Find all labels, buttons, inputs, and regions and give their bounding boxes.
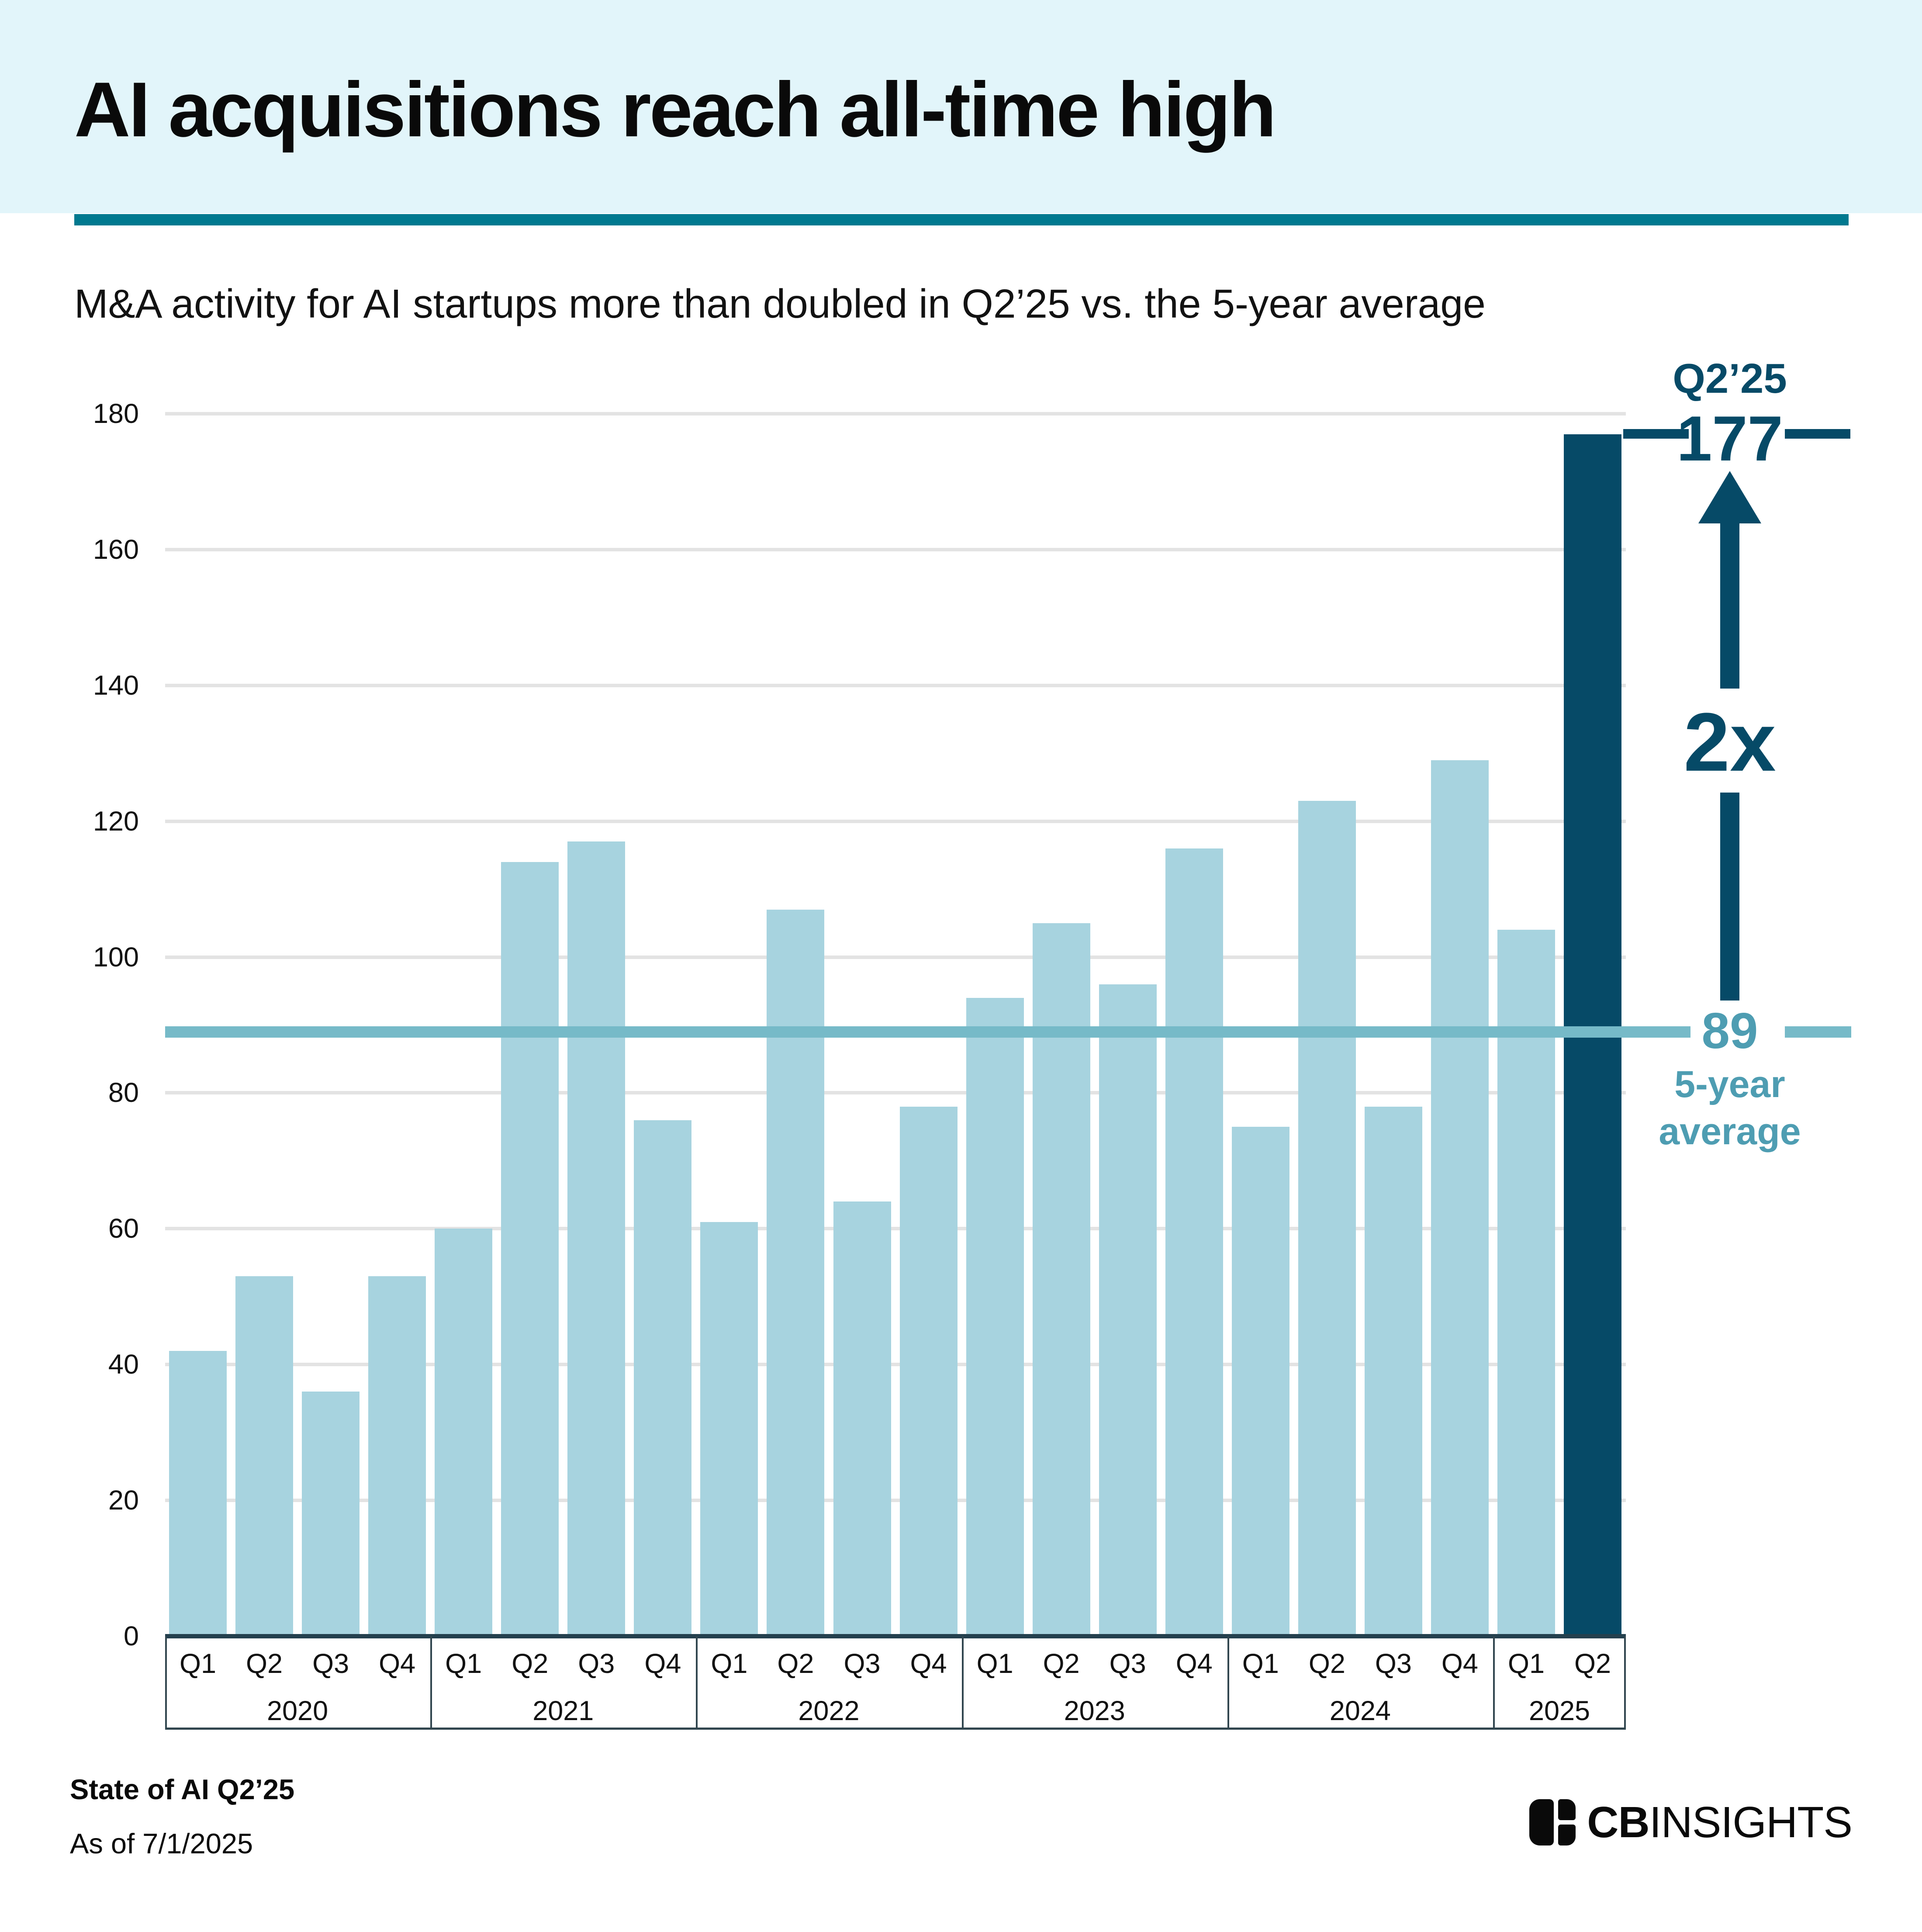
quarter-label-Q3-2021: Q3 <box>578 1648 615 1679</box>
y-tick-label-120: 120 <box>93 806 139 837</box>
gridline-100 <box>165 955 1626 959</box>
quarter-label-Q3-2024: Q3 <box>1375 1648 1412 1679</box>
chart-subtitle: M&A activity for AI startups more than d… <box>74 281 1486 326</box>
bar-Q4-2021 <box>634 1120 692 1636</box>
quarter-label-Q2-2025: Q2 <box>1574 1648 1611 1679</box>
quarter-label-Q2-2024: Q2 <box>1308 1648 1345 1679</box>
bar-Q2-2021 <box>501 862 559 1636</box>
up-arrow-icon <box>1698 471 1761 523</box>
year-label-2020: 2020 <box>266 1696 328 1726</box>
y-tick-label-100: 100 <box>93 942 139 973</box>
y-tick-label-20: 20 <box>108 1485 139 1516</box>
label-box-bottom <box>165 1728 1626 1730</box>
quarter-label-Q2-2020: Q2 <box>246 1648 283 1679</box>
quarter-label-Q2-2021: Q2 <box>512 1648 549 1679</box>
label-box-left <box>165 1636 167 1730</box>
bar-Q1-2021 <box>435 1229 493 1636</box>
bar-Q3-2020 <box>302 1392 360 1636</box>
gridline-20 <box>165 1499 1626 1503</box>
quarter-label-Q2-2023: Q2 <box>1043 1648 1080 1679</box>
source-date-label: As of 7/1/2025 <box>70 1828 253 1859</box>
year-label-2023: 2023 <box>1064 1696 1125 1726</box>
bar-Q2-2022 <box>767 909 825 1636</box>
y-tick-label-180: 180 <box>93 398 139 429</box>
year-label-2024: 2024 <box>1329 1696 1391 1726</box>
peak-dash-right <box>1785 429 1850 439</box>
x-axis-line <box>165 1634 1626 1638</box>
cbinsights-logo: CBINSIGHTS <box>1529 1797 1853 1847</box>
bar-Q2-2020 <box>235 1276 294 1636</box>
year-divider-2023 <box>1227 1636 1229 1728</box>
year-label-2025: 2025 <box>1528 1696 1590 1726</box>
bar-Q3-2023 <box>1099 984 1157 1636</box>
bar-Q2-2023 <box>1032 923 1090 1636</box>
up-arrow-shaft-top <box>1720 523 1739 689</box>
y-tick-label-60: 60 <box>108 1213 139 1244</box>
quarter-label-Q4-2024: Q4 <box>1441 1648 1478 1679</box>
quarter-label-Q1-2025: Q1 <box>1507 1648 1545 1679</box>
gridline-160 <box>165 547 1626 551</box>
quarter-label-Q3-2023: Q3 <box>1109 1648 1146 1679</box>
header-banner <box>0 0 1922 213</box>
bar-Q3-2021 <box>567 841 626 1636</box>
y-tick-label-40: 40 <box>108 1349 139 1380</box>
year-divider-2020 <box>430 1636 432 1728</box>
bar-Q4-2020 <box>368 1276 426 1636</box>
gridline-60 <box>165 1227 1626 1231</box>
bar-Q3-2022 <box>833 1201 891 1636</box>
multiplier-label: 2x <box>1683 696 1776 789</box>
quarter-label-Q1-2020: Q1 <box>179 1648 217 1679</box>
quarter-label-Q1-2022: Q1 <box>711 1648 748 1679</box>
peak-dash-left <box>1623 429 1689 439</box>
year-label-2021: 2021 <box>532 1696 594 1726</box>
average-line-dash <box>1785 1026 1851 1038</box>
gridline-140 <box>165 683 1626 687</box>
peak-quarter-label: Q2’25 <box>1673 355 1787 402</box>
bar-Q2-2024 <box>1298 801 1356 1636</box>
bar-Q1-2023 <box>966 997 1024 1636</box>
bar-Q1-2025 <box>1497 930 1555 1636</box>
quarter-label-Q3-2020: Q3 <box>312 1648 349 1679</box>
header-divider <box>74 214 1849 225</box>
quarter-label-Q1-2024: Q1 <box>1242 1648 1279 1679</box>
gridline-80 <box>165 1091 1626 1095</box>
gridline-120 <box>165 819 1626 823</box>
y-tick-label-140: 140 <box>93 670 139 701</box>
year-label-2022: 2022 <box>798 1696 860 1726</box>
average-line <box>165 1026 1690 1038</box>
bar-Q1-2024 <box>1231 1127 1289 1636</box>
quarter-label-Q4-2023: Q4 <box>1175 1648 1213 1679</box>
year-divider-2022 <box>961 1636 964 1728</box>
gridline-40 <box>165 1363 1626 1367</box>
label-box-right <box>1624 1636 1626 1730</box>
quarter-label-Q3-2022: Q3 <box>843 1648 881 1679</box>
y-tick-label-0: 0 <box>123 1621 139 1652</box>
cbinsights-logo-text: CBINSIGHTS <box>1587 1797 1853 1847</box>
quarter-label-Q1-2021: Q1 <box>445 1648 482 1679</box>
quarter-label-Q4-2022: Q4 <box>910 1648 947 1679</box>
bar-Q1-2020 <box>169 1351 227 1636</box>
bar-Q4-2023 <box>1165 848 1223 1636</box>
y-tick-label-160: 160 <box>93 534 139 565</box>
bar-Q1-2022 <box>700 1222 758 1636</box>
quarter-label-Q4-2020: Q4 <box>379 1648 416 1679</box>
up-arrow-shaft-bottom <box>1720 793 1739 1001</box>
average-value-label: 89 <box>1701 1002 1758 1059</box>
bar-Q3-2024 <box>1364 1106 1422 1636</box>
y-tick-label-80: 80 <box>108 1077 139 1108</box>
cbinsights-logo-icon <box>1529 1799 1576 1845</box>
quarter-label-Q1-2023: Q1 <box>976 1648 1013 1679</box>
bar-Q4-2024 <box>1431 760 1489 1636</box>
year-divider-2021 <box>696 1636 698 1728</box>
quarter-label-Q2-2022: Q2 <box>777 1648 814 1679</box>
quarter-label-Q4-2021: Q4 <box>644 1648 681 1679</box>
year-divider-2024 <box>1493 1636 1495 1728</box>
peak-value-label: 177 <box>1677 403 1783 474</box>
page-title: AI acquisitions reach all-time high <box>74 66 1276 153</box>
gridline-180 <box>165 412 1626 415</box>
average-text-label: 5-year average <box>1659 1063 1801 1153</box>
bar-Q4-2022 <box>899 1106 958 1636</box>
source-report-label: State of AI Q2’25 <box>70 1773 295 1805</box>
